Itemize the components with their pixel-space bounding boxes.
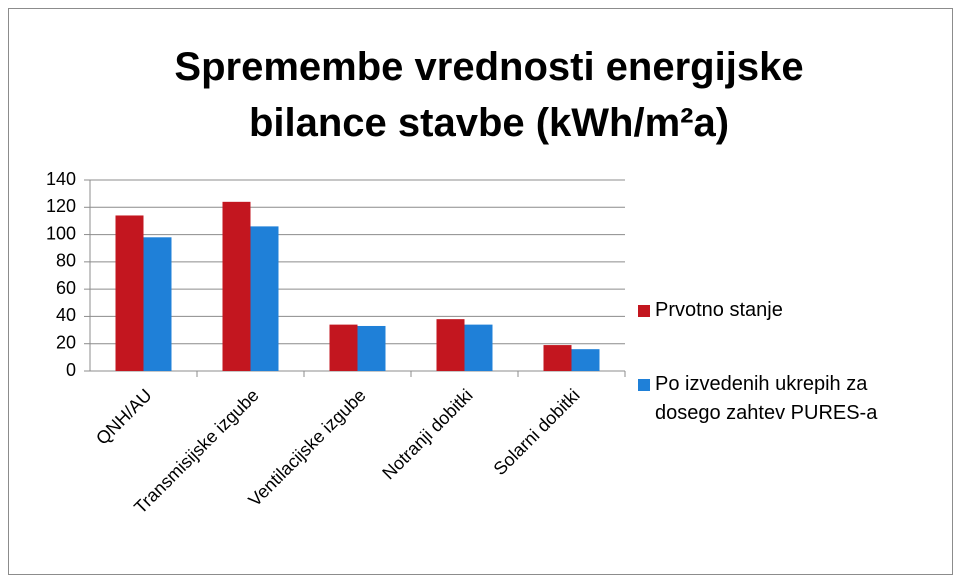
bar [115, 215, 144, 371]
y-tick-label: 120 [46, 196, 76, 216]
bar [571, 349, 600, 371]
legend-item: Prvotno stanje [638, 296, 938, 325]
x-tick-label: Notranji dobitki [378, 385, 476, 483]
bar [464, 324, 493, 371]
bar [143, 237, 172, 371]
y-tick-label: 80 [56, 251, 76, 271]
y-tick-label: 60 [56, 278, 76, 298]
legend-label: Prvotno stanje [655, 299, 783, 321]
y-tick-label: 100 [46, 223, 76, 243]
x-tick-label: Ventilacijske izgube [244, 385, 369, 510]
y-tick-label: 40 [56, 305, 76, 325]
bar [436, 319, 465, 371]
bar [357, 325, 386, 371]
x-tick-label: QNH/AU [92, 385, 156, 449]
legend-label: Po izvedenih ukrepih za dosego zahtev PU… [655, 373, 878, 424]
x-tick-label: Solarni dobitki [490, 385, 584, 479]
bar [222, 201, 251, 371]
legend-item: Po izvedenih ukrepih za dosego zahtev PU… [638, 370, 938, 428]
y-tick-label: 0 [66, 360, 76, 380]
bar [543, 345, 572, 371]
y-tick-label: 140 [46, 169, 76, 189]
legend-swatch [638, 379, 650, 391]
chart-title: Spremembe vrednosti energijske bilance s… [174, 45, 804, 145]
y-tick-label: 20 [56, 332, 76, 352]
bar [250, 226, 279, 371]
bar [329, 324, 358, 371]
x-tick-label: Transmisijske izgube [130, 385, 263, 518]
legend-swatch [638, 305, 650, 317]
